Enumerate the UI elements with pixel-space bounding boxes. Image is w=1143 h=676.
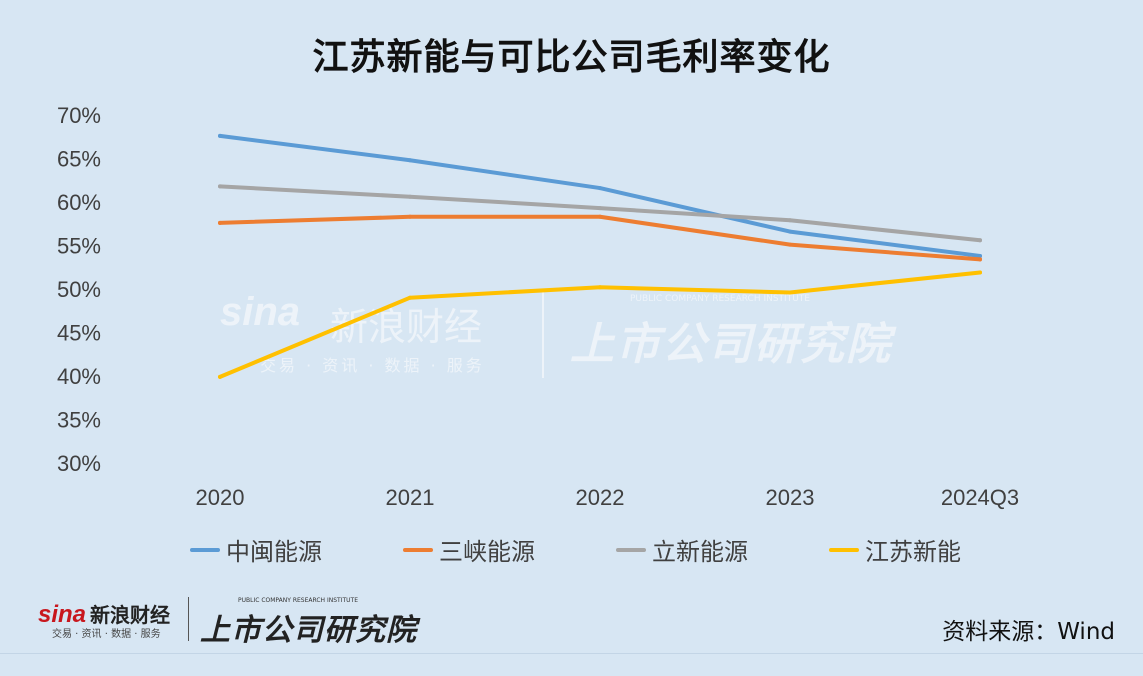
legend-label-series-2: 立新能源 bbox=[652, 538, 748, 566]
legend-swatch-series-2 bbox=[616, 547, 646, 552]
source-note: 资料来源：Wind bbox=[942, 619, 1115, 645]
data-point bbox=[978, 257, 982, 262]
y-tick-label: 35% bbox=[57, 408, 101, 433]
legend-label-series-1: 三峡能源 bbox=[439, 538, 535, 566]
data-point bbox=[408, 214, 412, 219]
legend-item-series-2: 立新能源 bbox=[616, 532, 748, 567]
legend-item-series-0: 中闽能源 bbox=[190, 532, 322, 567]
y-tick-label: 30% bbox=[57, 451, 101, 476]
sina-logo-subtitle: 交易 · 资讯 · 数据 · 服务 bbox=[52, 629, 161, 640]
sina-logo: sina 新浪财经 bbox=[38, 599, 170, 629]
data-point bbox=[598, 214, 602, 219]
legend-swatch-series-1 bbox=[403, 547, 433, 552]
y-tick-label: 40% bbox=[57, 364, 101, 389]
data-point bbox=[598, 285, 602, 290]
data-point bbox=[408, 194, 412, 199]
legend-item-series-1: 三峡能源 bbox=[403, 532, 535, 567]
sina-logo-name: 新浪财经 bbox=[90, 603, 171, 627]
legend-swatch-series-0 bbox=[190, 547, 220, 552]
x-tick-label: 2023 bbox=[766, 485, 815, 510]
y-tick-label: 60% bbox=[57, 190, 101, 215]
data-point bbox=[788, 242, 792, 247]
data-point bbox=[978, 253, 982, 258]
footer-logo-divider bbox=[188, 597, 189, 641]
chart-title: 江苏新能与可比公司毛利率变化 bbox=[312, 37, 831, 78]
x-tick-label: 2020 bbox=[196, 485, 245, 510]
y-tick-label: 55% bbox=[57, 234, 101, 259]
x-tick-label: 2021 bbox=[386, 485, 435, 510]
y-tick-label: 65% bbox=[57, 147, 101, 172]
data-point bbox=[408, 158, 412, 163]
series-line-0 bbox=[218, 133, 982, 258]
data-point bbox=[788, 218, 792, 223]
data-point bbox=[218, 374, 222, 379]
bottom-strip bbox=[0, 653, 1143, 676]
data-point bbox=[408, 295, 412, 300]
legend-label-series-0: 中闽能源 bbox=[226, 538, 322, 566]
series-line-1 bbox=[218, 214, 982, 262]
institute-logo: 上市公司研究院 bbox=[200, 613, 417, 648]
x-tick-label: 2022 bbox=[576, 485, 625, 510]
data-point bbox=[598, 206, 602, 211]
institute-logo-subtitle: PUBLIC COMPANY RESEARCH INSTITUTE bbox=[238, 597, 358, 604]
legend-label-series-3: 江苏新能 bbox=[865, 538, 961, 566]
x-tick-label: 2024Q3 bbox=[941, 485, 1019, 510]
legend-swatch-series-3 bbox=[829, 547, 859, 552]
data-point bbox=[788, 229, 792, 234]
legend-item-series-3: 江苏新能 bbox=[829, 532, 961, 567]
y-tick-label: 50% bbox=[57, 277, 101, 302]
y-tick-label: 70% bbox=[57, 103, 101, 128]
data-point bbox=[218, 184, 222, 189]
sina-logo-mark: sina bbox=[38, 601, 87, 628]
y-tick-label: 45% bbox=[57, 321, 101, 346]
data-point bbox=[598, 186, 602, 191]
data-point bbox=[788, 290, 792, 295]
series-line-2 bbox=[218, 184, 982, 243]
data-point bbox=[978, 270, 982, 275]
data-point bbox=[978, 238, 982, 243]
chart-legend: 中闽能源 三峡能源 立新能源 江苏新能 bbox=[190, 532, 990, 568]
data-point bbox=[218, 133, 222, 138]
footer-logo: sina 新浪财经 交易 · 资讯 · 数据 · 服务 PUBLIC COMPA… bbox=[38, 595, 416, 648]
data-point bbox=[218, 220, 222, 225]
